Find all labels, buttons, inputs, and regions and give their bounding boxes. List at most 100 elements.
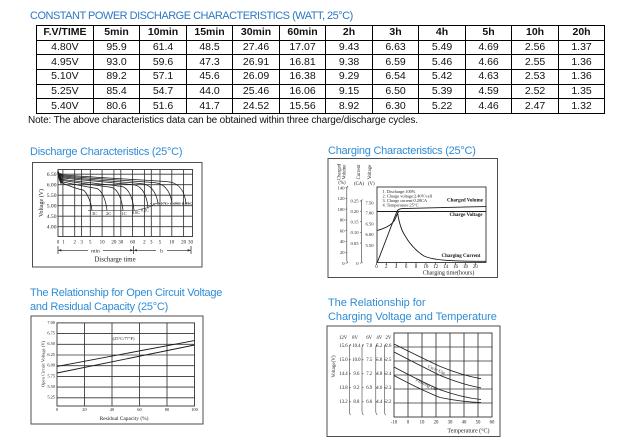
svg-text:8: 8: [415, 265, 418, 270]
svg-text:3: 3: [80, 241, 83, 246]
svg-text:10: 10: [100, 241, 106, 246]
svg-text:1: 1: [62, 241, 65, 246]
svg-text:2.2: 2.2: [385, 400, 392, 405]
svg-text:20: 20: [111, 241, 117, 246]
svg-text:10.0: 10.0: [352, 358, 361, 363]
svg-text:0.10: 0.10: [350, 230, 359, 235]
svg-text:5: 5: [89, 241, 92, 246]
svg-text:8V: 8V: [352, 336, 358, 341]
svg-text:(%): (%): [338, 181, 346, 186]
svg-text:3: 3: [150, 241, 153, 246]
svg-text:1C: 1C: [121, 211, 126, 216]
svg-text:100: 100: [191, 407, 198, 412]
svg-text:0.2C: 0.2C: [141, 207, 149, 212]
svg-text:6V: 6V: [366, 336, 372, 341]
svg-text:Volume: Volume: [343, 165, 348, 180]
svg-text:6.00: 6.00: [365, 232, 374, 237]
svg-text:6.6: 6.6: [366, 400, 373, 405]
svg-text:10: 10: [420, 421, 425, 426]
svg-text:20: 20: [82, 407, 87, 412]
svg-text:6.50: 6.50: [47, 341, 55, 346]
svg-text:0.17C: 0.17C: [157, 201, 168, 206]
svg-text:6.25: 6.25: [47, 352, 55, 357]
svg-text:7.2: 7.2: [366, 372, 373, 377]
svg-text:4V: 4V: [376, 336, 382, 341]
svg-text:80: 80: [165, 407, 170, 412]
svg-text:2.6: 2.6: [385, 344, 392, 349]
svg-text:Voltage (V): Voltage (V): [38, 189, 45, 217]
svg-text:140: 140: [338, 186, 346, 191]
svg-text:60: 60: [130, 241, 136, 246]
svg-text:h: h: [160, 248, 163, 254]
svg-text:7.5: 7.5: [366, 358, 373, 363]
svg-text:20: 20: [340, 250, 345, 255]
svg-text:Floating Use: Floating Use: [414, 377, 438, 392]
svg-text:(CA): (CA): [354, 182, 364, 187]
svg-text:60: 60: [137, 407, 142, 412]
svg-text:9.2: 9.2: [353, 386, 360, 391]
svg-text:2: 2: [385, 265, 388, 270]
svg-text:40: 40: [340, 239, 345, 244]
svg-text:6.00: 6.00: [47, 183, 57, 189]
svg-text:min: min: [91, 248, 100, 254]
svg-text:30: 30: [188, 241, 194, 246]
svg-text:2.4: 2.4: [385, 372, 392, 377]
svg-text:0.25: 0.25: [350, 199, 359, 204]
svg-text:4: 4: [395, 265, 398, 270]
svg-text:0: 0: [56, 407, 59, 412]
svg-text:15.0: 15.0: [339, 358, 348, 363]
svg-text:3C: 3C: [92, 211, 97, 216]
svg-text:30: 30: [448, 421, 453, 426]
svg-text:0.05: 0.05: [350, 241, 359, 246]
svg-text:8.8: 8.8: [353, 400, 360, 405]
svg-text:Discharge time: Discharge time: [94, 257, 135, 264]
svg-text:9.6: 9.6: [353, 372, 360, 377]
svg-text:Current: Current: [357, 164, 362, 179]
svg-text:4. Temperature:25°C: 4. Temperature:25°C: [383, 203, 419, 208]
svg-text:2.3: 2.3: [385, 386, 392, 391]
svg-text:2.5: 2.5: [385, 358, 392, 363]
svg-text:0.05C: 0.05C: [182, 201, 193, 206]
svg-text:16: 16: [453, 265, 459, 270]
svg-text:-10: -10: [391, 421, 398, 426]
svg-text:20: 20: [181, 241, 187, 246]
svg-text:5.50: 5.50: [47, 193, 57, 199]
svg-text:0: 0: [342, 261, 345, 266]
svg-text:13.2: 13.2: [339, 400, 348, 405]
svg-text:6.50: 6.50: [365, 221, 374, 226]
svg-text:0.6C: 0.6C: [132, 210, 140, 215]
svg-text:6.9: 6.9: [366, 386, 373, 391]
svg-text:3. Charge current:0.28CA: 3. Charge current:0.28CA: [383, 198, 428, 203]
svg-text:6.00: 6.00: [47, 363, 55, 368]
svg-text:18: 18: [463, 265, 469, 270]
svg-text:Voltage(V): Voltage(V): [332, 355, 337, 377]
svg-text:1. Discharge:100%: 1. Discharge:100%: [383, 189, 416, 194]
svg-text:14.4: 14.4: [339, 372, 348, 377]
svg-text:0.20: 0.20: [350, 209, 359, 214]
svg-text:60: 60: [490, 421, 495, 426]
svg-text:5.50: 5.50: [365, 243, 374, 248]
svg-text:5.75: 5.75: [47, 373, 55, 378]
svg-text:Open Circuit Voltage (V): Open Circuit Voltage (V): [41, 340, 46, 387]
svg-text:10: 10: [423, 265, 429, 270]
svg-text:50: 50: [476, 421, 481, 426]
svg-text:2: 2: [73, 241, 76, 246]
svg-text:Residual Capacity (%): Residual Capacity (%): [100, 415, 149, 422]
svg-text:2: 2: [143, 241, 146, 246]
svg-text:5.25: 5.25: [47, 395, 55, 400]
svg-text:6.75: 6.75: [47, 331, 55, 336]
svg-text:14: 14: [443, 265, 449, 270]
svg-text:4.4: 4.4: [376, 400, 383, 405]
svg-text:Charging Current: Charging Current: [442, 254, 481, 259]
svg-text:2. Charge voltage:2.40V/cell: 2. Charge voltage:2.40V/cell: [383, 194, 433, 199]
svg-text:20: 20: [434, 421, 439, 426]
svg-text:(V): (V): [368, 182, 375, 187]
svg-text:12V: 12V: [339, 336, 348, 341]
svg-text:4.6: 4.6: [376, 386, 383, 391]
svg-text:7.50: 7.50: [365, 200, 374, 205]
svg-text:5: 5: [159, 241, 162, 246]
svg-text:0: 0: [375, 265, 378, 270]
svg-text:5.50: 5.50: [47, 384, 55, 389]
svg-text:Charge Voltage: Charge Voltage: [450, 213, 484, 218]
svg-text:4.50: 4.50: [47, 214, 57, 220]
